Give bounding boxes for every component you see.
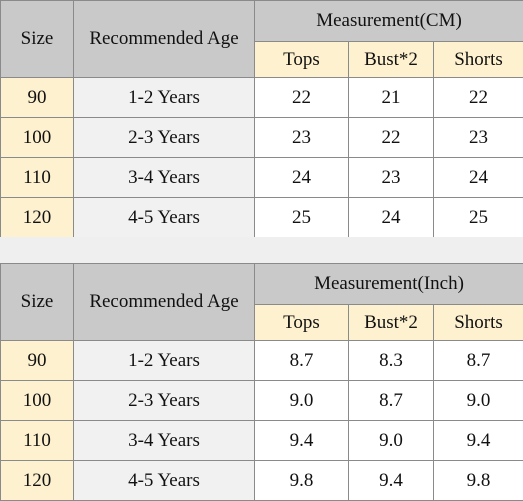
recommended-age-header: Recommended Age bbox=[73, 0, 255, 78]
tops-cell: 22 bbox=[254, 77, 349, 118]
table-row: 110 3-4 Years 9.4 9.0 9.4 bbox=[0, 420, 523, 461]
age-cell: 1-2 Years bbox=[73, 77, 255, 118]
shorts-column-header: Shorts bbox=[432, 41, 523, 78]
age-cell: 3-4 Years bbox=[73, 420, 255, 461]
tops-cell: 23 bbox=[254, 117, 349, 158]
tops-cell: 24 bbox=[254, 157, 349, 198]
bust-cell: 9.0 bbox=[348, 420, 434, 461]
size-header: Size bbox=[0, 0, 74, 78]
shorts-cell: 9.0 bbox=[432, 380, 523, 421]
tops-cell: 8.7 bbox=[254, 340, 349, 381]
shorts-cell: 8.7 bbox=[432, 340, 523, 381]
size-cell: 90 bbox=[0, 340, 74, 381]
size-cell: 110 bbox=[0, 420, 74, 461]
tops-column-header: Tops bbox=[254, 304, 349, 341]
size-cell: 120 bbox=[0, 460, 74, 501]
tops-cell: 9.4 bbox=[254, 420, 349, 461]
size-cell: 110 bbox=[0, 157, 74, 198]
size-chart-cm-table: Size Recommended Age Measurement(CM) Top… bbox=[0, 0, 523, 238]
age-cell: 2-3 Years bbox=[73, 380, 255, 421]
bust-cell: 9.4 bbox=[348, 460, 434, 501]
shorts-cell: 24 bbox=[432, 157, 523, 198]
measurement-cm-header: Measurement(CM) bbox=[253, 0, 523, 42]
size-cell: 120 bbox=[0, 197, 74, 238]
table-row: 120 4-5 Years 25 24 25 bbox=[0, 197, 523, 238]
table-row: 110 3-4 Years 24 23 24 bbox=[0, 157, 523, 198]
size-chart-inch-table: Size Recommended Age Measurement(Inch) T… bbox=[0, 263, 523, 501]
bust-cell: 8.7 bbox=[348, 380, 434, 421]
table-row: 120 4-5 Years 9.8 9.4 9.8 bbox=[0, 460, 523, 501]
size-header: Size bbox=[0, 263, 74, 341]
age-cell: 1-2 Years bbox=[73, 340, 255, 381]
age-cell: 3-4 Years bbox=[73, 157, 255, 198]
bust-cell: 24 bbox=[348, 197, 434, 238]
age-cell: 4-5 Years bbox=[73, 460, 255, 501]
recommended-age-header: Recommended Age bbox=[73, 263, 255, 341]
size-cell: 100 bbox=[0, 380, 74, 421]
shorts-cell: 22 bbox=[432, 77, 523, 118]
bust-cell: 23 bbox=[348, 157, 434, 198]
shorts-cell: 9.4 bbox=[432, 420, 523, 461]
table-separator bbox=[0, 237, 523, 263]
age-cell: 4-5 Years bbox=[73, 197, 255, 238]
bust-cell: 22 bbox=[348, 117, 434, 158]
shorts-column-header: Shorts bbox=[432, 304, 523, 341]
tops-cell: 25 bbox=[254, 197, 349, 238]
age-cell: 2-3 Years bbox=[73, 117, 255, 158]
measurement-inch-header: Measurement(Inch) bbox=[253, 263, 523, 305]
bust-cell: 21 bbox=[348, 77, 434, 118]
bust-column-header: Bust*2 bbox=[348, 41, 434, 78]
size-cell: 90 bbox=[0, 77, 74, 118]
table-row: 100 2-3 Years 9.0 8.7 9.0 bbox=[0, 380, 523, 421]
shorts-cell: 23 bbox=[432, 117, 523, 158]
tops-cell: 9.8 bbox=[254, 460, 349, 501]
table-row: 90 1-2 Years 8.7 8.3 8.7 bbox=[0, 340, 523, 381]
size-cell: 100 bbox=[0, 117, 74, 158]
table-row: 100 2-3 Years 23 22 23 bbox=[0, 117, 523, 158]
tops-cell: 9.0 bbox=[254, 380, 349, 421]
shorts-cell: 25 bbox=[432, 197, 523, 238]
table-row: 90 1-2 Years 22 21 22 bbox=[0, 77, 523, 118]
shorts-cell: 9.8 bbox=[432, 460, 523, 501]
bust-column-header: Bust*2 bbox=[348, 304, 434, 341]
tops-column-header: Tops bbox=[254, 41, 349, 78]
bust-cell: 8.3 bbox=[348, 340, 434, 381]
